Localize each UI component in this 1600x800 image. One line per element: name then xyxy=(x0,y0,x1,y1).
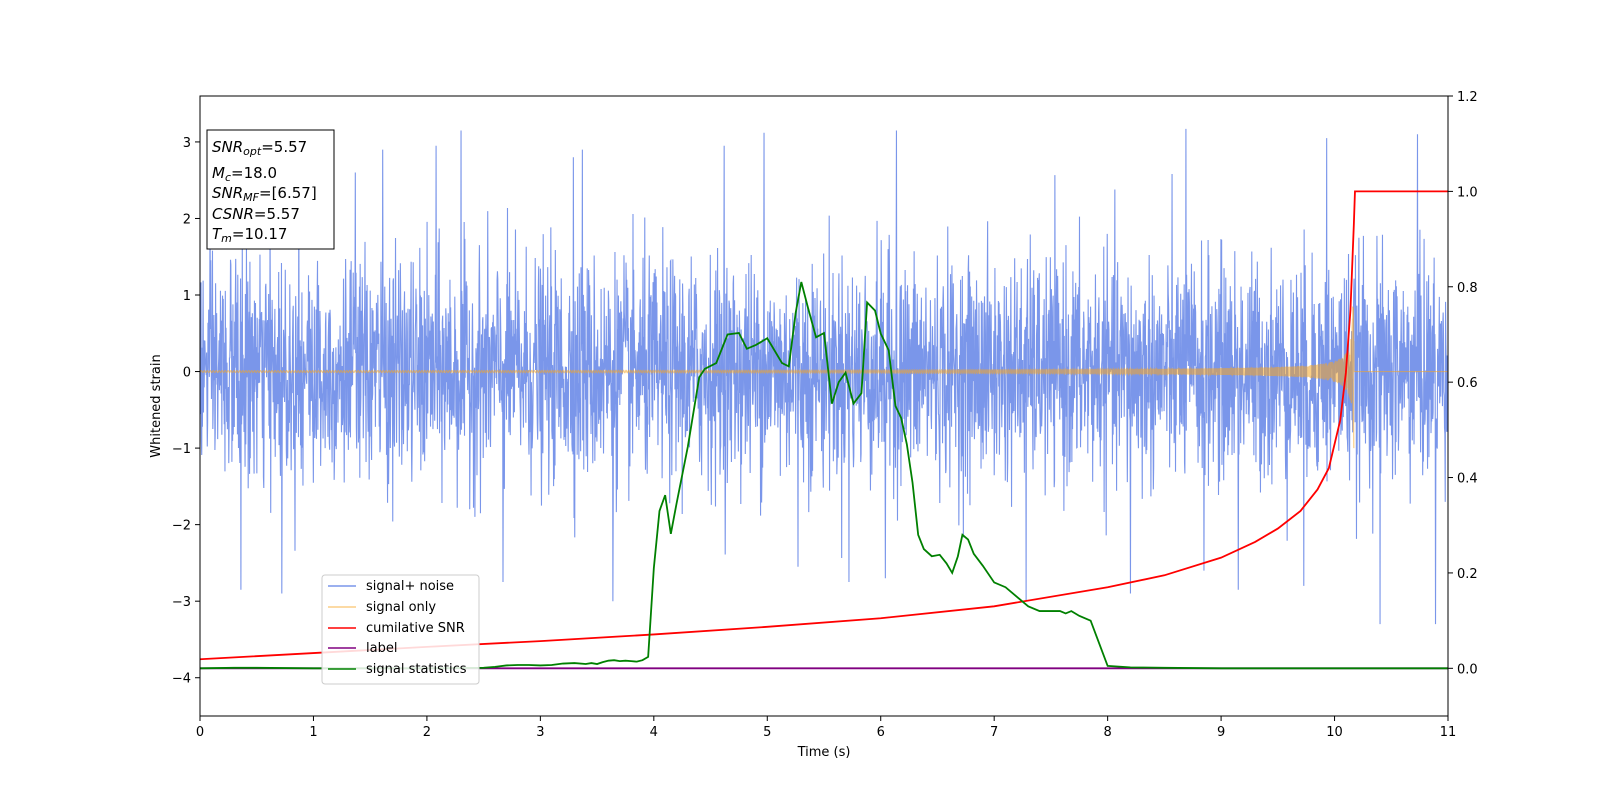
y-tick-label: −1 xyxy=(172,442,191,457)
x-axis-label: Time (s) xyxy=(797,745,851,760)
x-tick-label: 0 xyxy=(196,725,204,740)
legend-label-label: label xyxy=(366,641,397,656)
legend: signal+ noise signal only cumilative SNR… xyxy=(321,574,480,685)
x-tick-label: 9 xyxy=(1217,725,1225,740)
legend-label-cumulative-snr: cumilative SNR xyxy=(366,621,465,636)
y-tick-label: 2 xyxy=(183,212,191,227)
x-tick-label: 2 xyxy=(423,725,431,740)
y2-tick-label: 0.2 xyxy=(1457,567,1478,582)
info-tm: Tm=10.17 xyxy=(212,225,287,245)
y-axis-label: Whitened strain xyxy=(149,354,164,457)
series-signal-noise xyxy=(200,128,1448,625)
x-tick-label: 7 xyxy=(990,725,998,740)
x-tick-label: 1 xyxy=(309,725,317,740)
y2-tick-label: 0.8 xyxy=(1457,281,1478,296)
x-tick-label: 5 xyxy=(763,725,771,740)
info-snr-mf: SNRMF=[6.57] xyxy=(212,184,317,204)
info-csnr: CSNR=5.57 xyxy=(212,205,300,223)
series-signal-statistics xyxy=(200,281,1448,670)
legend-label-signal-statistics: signal statistics xyxy=(366,662,467,677)
legend-frame xyxy=(321,574,480,685)
y2-tick-label: 0.4 xyxy=(1457,472,1478,487)
series-signal-only xyxy=(200,306,1448,449)
info-mc: Mc=18.0 xyxy=(212,164,277,184)
y-tick-label: −4 xyxy=(172,672,191,687)
y-tick-label: 1 xyxy=(183,289,191,304)
info-box-frame xyxy=(206,129,335,250)
y2-tick-label: 0.0 xyxy=(1457,662,1478,677)
y-axis-left: −4 −3 −2 −1 0 1 2 3 xyxy=(172,136,200,687)
y-tick-label: −2 xyxy=(172,519,191,534)
y2-tick-label: 1.0 xyxy=(1457,185,1478,200)
series-cumulative-snr xyxy=(200,190,1448,661)
info-snr-opt: SNRopt=5.57 xyxy=(212,138,307,158)
y-axis-right: 0.0 0.2 0.4 0.6 0.8 1.0 1.2 xyxy=(1448,90,1478,677)
x-axis: 0 1 2 3 4 5 6 7 8 9 10 11 xyxy=(196,716,1456,740)
x-tick-label: 4 xyxy=(650,725,658,740)
legend-label-signal-noise: signal+ noise xyxy=(366,579,454,594)
y-tick-label: 3 xyxy=(183,136,191,151)
info-box: SNRopt=5.57 Mc=18.0 SNRMF=[6.57] CSNR=5.… xyxy=(206,129,335,250)
legend-label-signal-only: signal only xyxy=(366,600,436,615)
plot-frame xyxy=(199,95,1449,717)
y-tick-label: 0 xyxy=(183,366,191,381)
y-tick-label: −3 xyxy=(172,595,191,610)
x-tick-label: 11 xyxy=(1440,725,1457,740)
x-tick-label: 8 xyxy=(1103,725,1111,740)
y2-tick-label: 1.2 xyxy=(1457,90,1478,105)
x-tick-label: 6 xyxy=(877,725,885,740)
x-tick-label: 3 xyxy=(536,725,544,740)
x-tick-label: 10 xyxy=(1326,725,1343,740)
y2-tick-label: 0.6 xyxy=(1457,376,1478,391)
